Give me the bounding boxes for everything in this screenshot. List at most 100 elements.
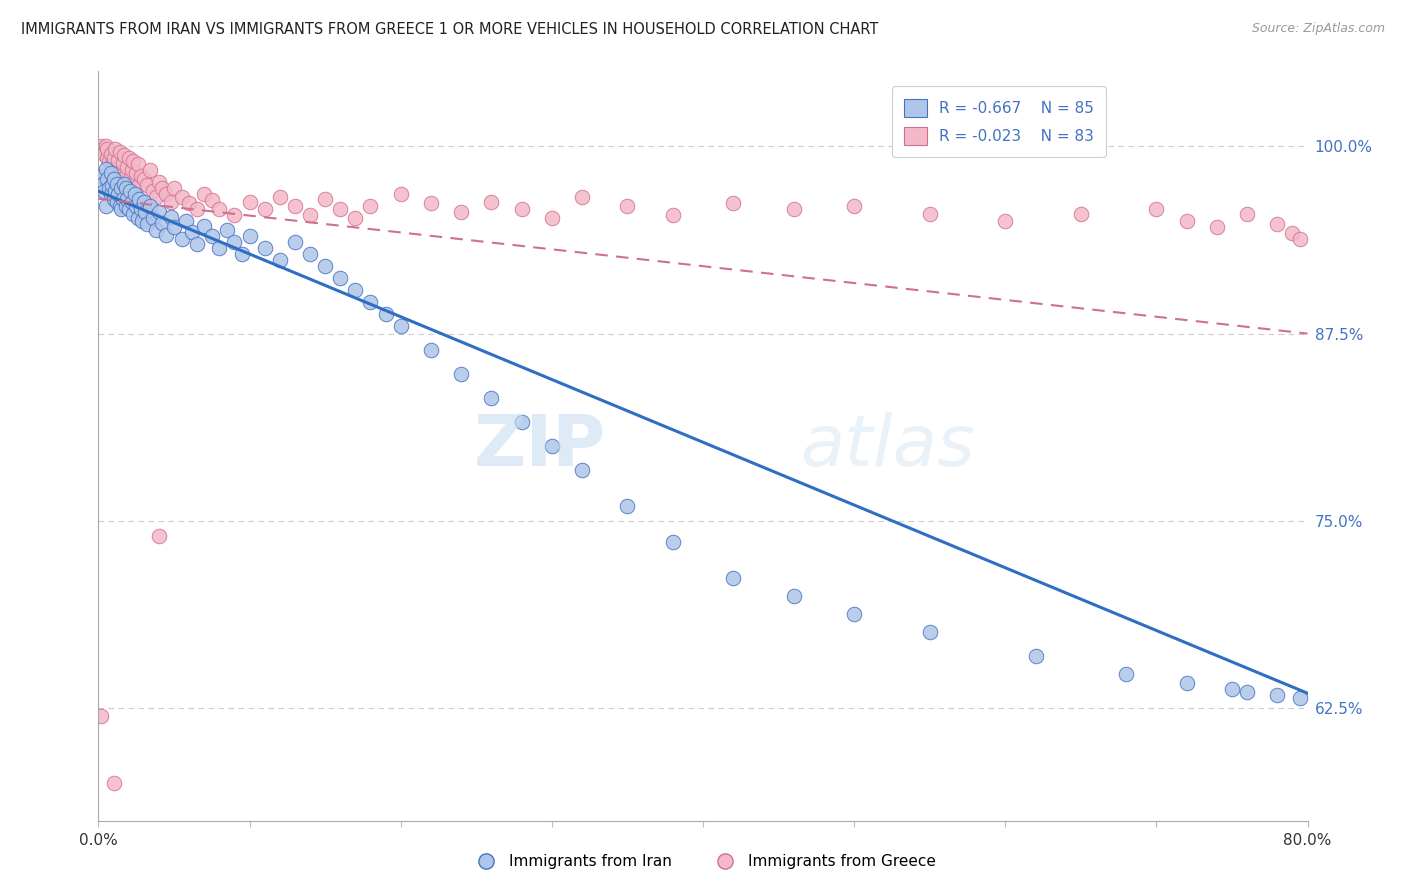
Point [661, 535, 683, 549]
Point [94, 139, 117, 153]
Point [1115, 666, 1137, 681]
Point [150, 181, 173, 195]
Point [420, 343, 443, 357]
Point [155, 227, 177, 242]
Point [329, 202, 352, 217]
Point [110, 165, 132, 179]
Point [100, 187, 122, 202]
Point [193, 187, 215, 202]
Point [1220, 681, 1243, 696]
Point [723, 196, 745, 211]
Point [253, 241, 276, 255]
Point [120, 172, 142, 186]
Point [135, 217, 157, 231]
Point [142, 184, 165, 198]
Point [108, 199, 131, 213]
Point [616, 199, 638, 213]
Point [844, 607, 866, 621]
Point [994, 214, 1017, 228]
Point [93, 146, 115, 161]
Point [344, 283, 367, 297]
Point [1281, 226, 1303, 240]
Point [114, 199, 136, 213]
Point [94, 161, 117, 176]
Point [103, 151, 125, 165]
Point [108, 145, 131, 160]
Point [616, 499, 638, 513]
Point [90, 139, 112, 153]
Point [224, 208, 246, 222]
Point [299, 247, 322, 261]
Point [101, 178, 124, 193]
Point [111, 155, 134, 169]
Point [128, 178, 150, 193]
Point [124, 175, 146, 189]
Point [284, 199, 307, 213]
Point [389, 187, 412, 202]
Point [110, 181, 132, 195]
Point [284, 235, 307, 250]
Point [510, 202, 533, 217]
Legend: Immigrants from Iran, Immigrants from Greece: Immigrants from Iran, Immigrants from Gr… [464, 848, 942, 875]
Point [239, 229, 262, 244]
Point [103, 172, 125, 186]
Point [122, 154, 145, 169]
Point [103, 776, 125, 790]
Point [571, 463, 593, 477]
Text: atlas: atlas [800, 411, 974, 481]
Point [186, 202, 208, 217]
Text: IMMIGRANTS FROM IRAN VS IMMIGRANTS FROM GREECE 1 OR MORE VEHICLES IN HOUSEHOLD C: IMMIGRANTS FROM IRAN VS IMMIGRANTS FROM … [21, 22, 879, 37]
Point [1175, 675, 1198, 690]
Point [148, 205, 170, 219]
Point [105, 161, 128, 176]
Point [1206, 220, 1229, 235]
Point [112, 177, 135, 191]
Point [231, 247, 253, 261]
Point [918, 624, 941, 639]
Point [118, 151, 141, 165]
Point [118, 202, 141, 217]
Point [96, 142, 118, 156]
Point [132, 194, 155, 209]
Point [111, 192, 134, 206]
Point [160, 194, 183, 209]
Point [127, 211, 149, 226]
Point [135, 178, 157, 193]
Point [344, 211, 367, 226]
Point [114, 169, 136, 184]
Point [540, 211, 562, 226]
Point [127, 157, 149, 171]
Point [90, 169, 112, 184]
Point [131, 214, 153, 228]
Point [101, 157, 124, 171]
Point [121, 163, 143, 178]
Point [100, 166, 122, 180]
Point [661, 208, 683, 222]
Point [1289, 690, 1312, 705]
Point [269, 190, 291, 204]
Point [360, 295, 382, 310]
Point [125, 166, 148, 180]
Point [1070, 207, 1092, 221]
Point [1236, 207, 1258, 221]
Point [239, 194, 262, 209]
Point [174, 214, 197, 228]
Point [224, 235, 246, 250]
Point [1289, 232, 1312, 246]
Point [129, 169, 152, 184]
Point [783, 202, 806, 217]
Point [98, 154, 121, 169]
Point [114, 181, 136, 195]
Point [181, 225, 204, 239]
Point [1024, 648, 1046, 663]
Point [783, 589, 806, 603]
Point [571, 190, 593, 204]
Point [1267, 217, 1289, 231]
Point [120, 184, 142, 198]
Point [163, 220, 186, 235]
Point [329, 271, 352, 285]
Point [844, 199, 866, 213]
Point [481, 194, 503, 209]
Point [215, 223, 238, 237]
Point [160, 210, 183, 224]
